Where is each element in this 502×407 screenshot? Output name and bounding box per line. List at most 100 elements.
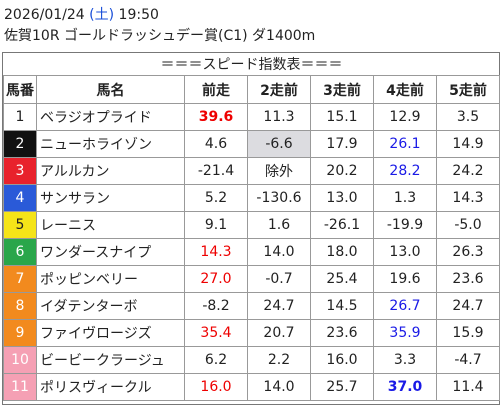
speed-index: -8.2 [184,292,248,320]
speed-index: -6.6 [247,130,311,158]
row: 8 イダテンターボ -8.2 24.7 14.5 26.7 24.7 [3,292,500,320]
speed-index: -4.7 [436,346,500,374]
row: 9 ファイヴロージズ 35.4 20.7 23.6 35.9 15.9 [3,319,500,347]
speed-index: 39.6 [184,103,248,131]
row: 5 レーニス 9.1 1.6 -26.1 -19.9 -5.0 [3,211,500,239]
row: 2 ニューホライゾン 4.6 -6.6 17.9 26.1 14.9 [3,130,500,158]
speed-index: 27.0 [184,265,248,293]
paren: ) [108,7,115,23]
horse-name: イダテンターボ [36,292,185,320]
horse-name: サンサラン [36,184,185,212]
horse-number: 1 [3,103,37,131]
horse-number: 6 [3,238,37,266]
horse-number: 2 [3,130,37,158]
speed-index: 35.9 [373,319,437,347]
row: 10 ビービークラージュ 6.2 2.2 16.0 3.3 -4.7 [3,346,500,374]
row: 7 ポッピンベリー 27.0 -0.7 25.4 19.6 23.6 [3,265,500,293]
horse-number: 5 [3,211,37,239]
row: 11 ポリスヴィークル 16.0 14.0 25.7 37.0 11.4 [3,373,500,401]
speed-index: 15.1 [310,103,374,131]
speed-index: -0.7 [247,265,311,293]
horse-name: ベラジオプライド [36,103,185,131]
weekday-text: 土 [94,7,109,23]
speed-index: 11.3 [247,103,311,131]
speed-index: 20.2 [310,157,374,185]
speed-index: 11.4 [436,373,500,401]
speed-index: 24.7 [436,292,500,320]
speed-index: 17.9 [310,130,374,158]
column-header: 馬番 [3,75,37,104]
speed-index: 6.2 [184,346,248,374]
speed-index: 24.2 [436,157,500,185]
speed-index: 18.0 [310,238,374,266]
speed-index: 25.7 [310,373,374,401]
speed-index: 20.7 [247,319,311,347]
speed-index: -130.6 [247,184,311,212]
speed-index: 28.2 [373,157,437,185]
speed-index: 4.6 [184,130,248,158]
row: 1 ベラジオプライド 39.6 11.3 15.1 12.9 3.5 [3,103,500,131]
speed-index: -19.9 [373,211,437,239]
column-header: 5走前 [436,75,500,104]
speed-index: -26.1 [310,211,374,239]
paren: ( [89,7,95,23]
speed-index: 26.7 [373,292,437,320]
race: 佐賀10R ゴールドラッシュデー賞(C1) ダ1400m [4,28,316,44]
horse-number: 9 [3,319,37,347]
speed-index: 19.6 [373,265,437,293]
table-box: ＝＝＝スピード指数表＝＝＝ 馬番 馬名 前走 2走前 3走前 4走前 5走前 1 ベラジオプライ… [2,52,500,405]
speed-index: 9.1 [184,211,248,239]
date: 2026/01/24 [4,7,85,23]
speed-index: 23.6 [436,265,500,293]
horse-number: 4 [3,184,37,212]
speed-index: 1.6 [247,211,311,239]
speed-index: 1.3 [373,184,437,212]
speed-index: 13.0 [373,238,437,266]
column-header: 4走前 [373,75,437,104]
speed-index: 26.1 [373,130,437,158]
row: 4 サンサラン 5.2 -130.6 13.0 1.3 14.3 [3,184,500,212]
speed-index: 12.9 [373,103,437,131]
speed-index: 14.9 [436,130,500,158]
speed-index: 35.4 [184,319,248,347]
speed-index: 16.0 [310,346,374,374]
speed-index: 16.0 [184,373,248,401]
table-title: ＝＝＝スピード指数表＝＝＝ [3,53,500,76]
time: 19:50 [118,7,159,23]
horse-name: アルルカン [36,157,185,185]
speed-index: 5.2 [184,184,248,212]
column-header: 前走 [184,75,248,104]
header-row: 馬番 馬名 前走 2走前 3走前 4走前 5走前 [3,75,500,104]
horse-name: ポリスヴィークル [36,373,185,401]
speed-index: 除外 [247,157,311,185]
speed-index: -5.0 [436,211,500,239]
row: 6 ワンダースナイプ 14.3 14.0 18.0 13.0 26.3 [3,238,500,266]
horse-number: 10 [3,346,37,374]
speed-index: 15.9 [436,319,500,347]
horse-number: 7 [3,265,37,293]
horse-number: 8 [3,292,37,320]
column-header: 馬名 [36,75,185,104]
horse-number: 3 [3,157,37,185]
column-header: 2走前 [247,75,311,104]
table: ＝＝＝スピード指数表＝＝＝ 馬番 馬名 前走 2走前 3走前 4走前 5走前 1 ベラジオプライ… [3,53,500,401]
speed-index: 25.4 [310,265,374,293]
speed-index: 14.3 [184,238,248,266]
horse-name: レーニス [36,211,185,239]
speed-index: 14.5 [310,292,374,320]
speed-index: 13.0 [310,184,374,212]
speed-index: 2.2 [247,346,311,374]
horse-name: ワンダースナイプ [36,238,185,266]
speed-index: 14.0 [247,238,311,266]
horse-name: ファイヴロージズ [36,319,185,347]
column-header: 3走前 [310,75,374,104]
weekday: (土) [89,7,114,23]
speed-index: 3.5 [436,103,500,131]
horse-name: ニューホライゾン [36,130,185,158]
speed-index: -21.4 [184,157,248,185]
horse-name: ポッピンベリー [36,265,185,293]
speed-index: 26.3 [436,238,500,266]
horse-number: 11 [3,373,37,401]
speed-index: 24.7 [247,292,311,320]
